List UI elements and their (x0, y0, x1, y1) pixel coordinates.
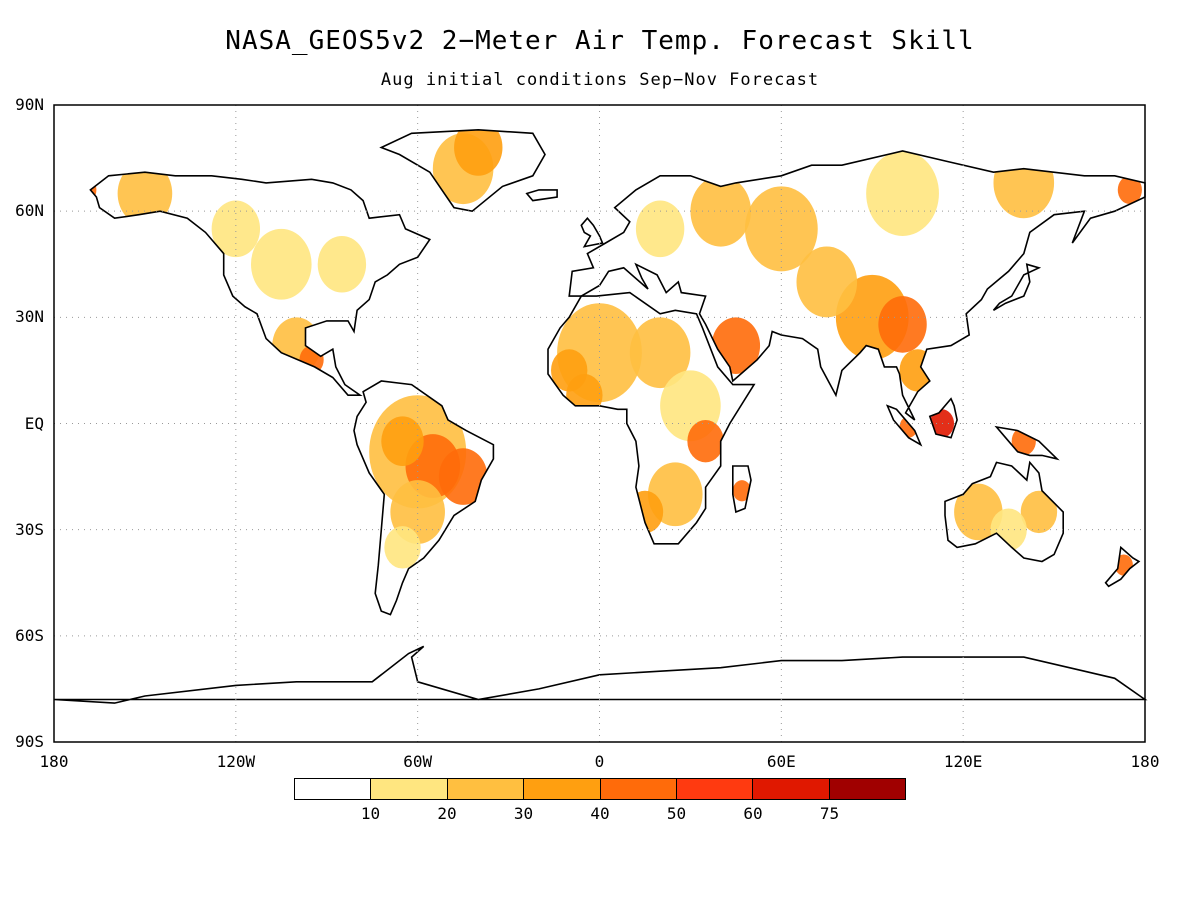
coastline-great-britain (580, 216, 604, 248)
coastline-layer (53, 128, 1148, 704)
skill-shade-low (384, 526, 421, 569)
coastline-madagascar (732, 465, 752, 514)
skill-shade-top (929, 409, 955, 438)
coastline-japan (992, 263, 1042, 311)
coastline-south-america (353, 380, 495, 616)
skill-shading-layer (72, 129, 1142, 576)
lat-tick-label: 60S (15, 625, 44, 645)
lon-tick-label: 120W (216, 752, 256, 771)
colorbar-box (447, 779, 525, 799)
skill-shade-low (635, 200, 685, 258)
skill-shade-low (866, 150, 939, 236)
colorbar-label: 60 (743, 804, 763, 823)
colorbar-box (600, 779, 677, 799)
skill-shade-high (454, 129, 503, 176)
skill-shade-higher (72, 175, 97, 205)
lon-tick-label: 180 (1130, 752, 1160, 771)
skill-shade-low (211, 200, 261, 258)
coastline-africa (547, 291, 756, 545)
coastline-iceland (525, 189, 558, 202)
skill-shade-mid (117, 161, 173, 226)
coastline-new-guinea (994, 425, 1060, 461)
skill-shade-higher (711, 317, 761, 374)
lat-tick-label: 30N (15, 307, 44, 327)
coastline-sumatra (885, 404, 923, 447)
chart-title: NASA_GEOS5v2 2−Meter Air Temp. Forecast … (225, 26, 975, 56)
lon-tick-label: 60W (403, 752, 433, 771)
skill-shade-higher (1117, 175, 1142, 205)
colorbar-box (524, 779, 601, 799)
skill-shade-mid (744, 186, 818, 272)
skill-shade-higher (438, 448, 488, 505)
coastline-greenland (379, 128, 546, 213)
skill-shade-higher (878, 296, 927, 353)
lon-tick-label: 180 (39, 752, 69, 771)
colorbar-label: 20 (437, 804, 457, 823)
coastline-borneo (928, 397, 958, 439)
skill-shade-high (381, 416, 424, 466)
skill-shade-high (566, 373, 603, 417)
skill-shade-mid (993, 147, 1055, 219)
lat-tick-label: 90S (15, 732, 44, 751)
lon-tick-label: 60E (766, 752, 796, 771)
colorbar-box (371, 779, 448, 799)
colorbar-label: 30 (513, 804, 534, 823)
skill-shade-mid (629, 317, 691, 389)
coastline-new-zealand (1104, 545, 1141, 588)
colorbar-box (295, 779, 372, 799)
skill-shade-low (250, 228, 312, 300)
colorbar-label: 40 (590, 804, 610, 823)
lat-tick-label: EQ (24, 413, 44, 433)
coastline-eurasia (568, 150, 1146, 421)
colorbar-label: 10 (360, 804, 381, 823)
skill-shade-mid (796, 246, 858, 318)
skill-shade-high (626, 490, 664, 534)
skill-shade-mid (1020, 490, 1058, 534)
colorbar-box (753, 779, 830, 799)
skill-shade-higher (687, 419, 724, 463)
colorbar-label: 75 (819, 804, 840, 823)
colorbar-box (829, 779, 905, 799)
skill-shade-higher (1011, 426, 1036, 456)
chart-subtitle: Aug initial conditions Sep−Nov Forecast (380, 70, 820, 90)
coastline-antarctica (53, 645, 1148, 704)
colorbar (294, 778, 906, 800)
lon-tick-label: 0 (594, 752, 605, 771)
skill-shade-high (899, 349, 936, 392)
lat-tick-label: 90N (15, 95, 44, 114)
skill-shade-mid (954, 483, 1003, 541)
graticule-layer (54, 105, 1145, 742)
lat-tick-label: 60N (15, 201, 44, 221)
colorbar-label: 50 (666, 804, 687, 823)
skill-shade-low (317, 235, 367, 293)
colorbar-box (676, 779, 754, 799)
coastline-australia (944, 460, 1064, 563)
coastline-north-america (89, 171, 432, 396)
lon-tick-label: 120E (943, 752, 983, 771)
map-frame (53, 104, 1146, 743)
lat-tick-label: 30S (15, 519, 44, 539)
skill-shade-higher (732, 480, 752, 502)
